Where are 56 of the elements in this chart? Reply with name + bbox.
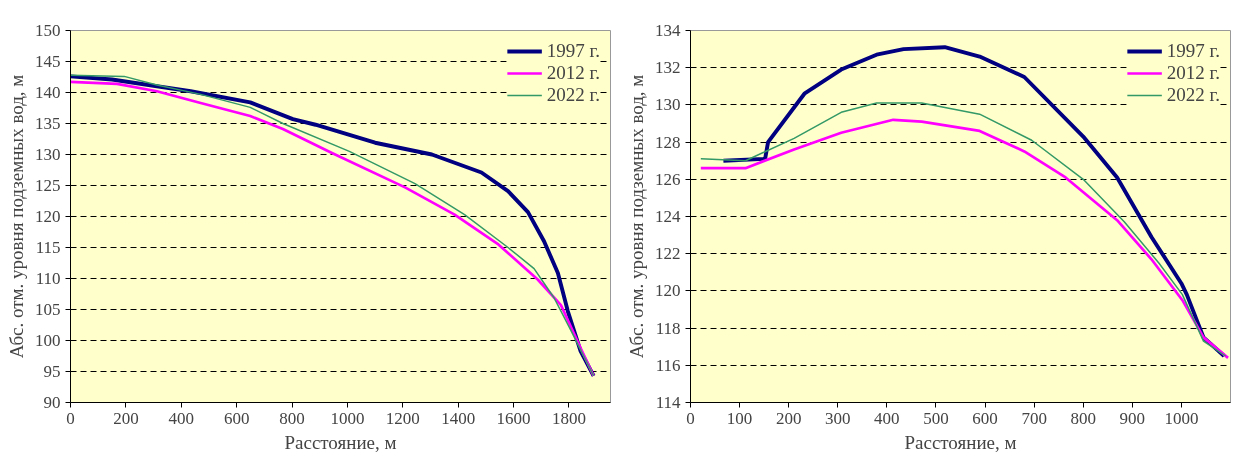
- x-tick-label: 200: [113, 408, 139, 428]
- y-axis-title: Абс. отм. уровня подземных вод, м: [6, 74, 27, 359]
- y-tick-label: 130: [35, 145, 61, 164]
- y-tick-label: 100: [35, 331, 61, 350]
- x-tick-label: 400: [874, 408, 900, 428]
- y-tick-label: 95: [43, 362, 61, 381]
- y-tick-label: 90: [43, 393, 61, 412]
- y-tick-label: 116: [655, 355, 681, 375]
- y-tick-label: 125: [35, 176, 61, 195]
- x-tick-label: 1400: [441, 408, 476, 428]
- x-tick-label: 200: [775, 408, 802, 428]
- x-tick-label: 1000: [330, 408, 365, 428]
- x-tick-label: 800: [1070, 408, 1096, 428]
- line-series: [721, 45, 1227, 358]
- legend-label: 1997 г.: [546, 40, 600, 62]
- y-tick-label: 124: [655, 207, 681, 226]
- x-tick-label: 500: [923, 408, 949, 428]
- legend-label: 2012 г.: [1166, 62, 1220, 84]
- y-tick-label: 126: [655, 169, 681, 189]
- y-tick-label: 110: [35, 269, 61, 288]
- y-tick-label: 122: [655, 244, 681, 264]
- y-tick-label: 150: [35, 21, 61, 40]
- x-tick-label: 600: [223, 408, 250, 428]
- x-tick-label: 1600: [496, 408, 531, 428]
- legend-label: 1997 г.: [1166, 40, 1220, 62]
- x-axis-title: Расстояние, м: [284, 431, 397, 453]
- y-axis-title: Абс. отм. уровня подземных вод, м: [626, 74, 647, 359]
- x-tick-label: 700: [1021, 408, 1047, 428]
- y-tick-label: 120: [655, 281, 681, 301]
- y-tick-label: 135: [35, 114, 61, 133]
- y-tick-label: 114: [655, 393, 681, 412]
- x-axis-title: Расстояние, м: [904, 431, 1017, 453]
- x-tick-label: 1200: [385, 408, 420, 428]
- x-tick-label: 0: [66, 408, 75, 428]
- y-tick-label: 128: [655, 132, 681, 152]
- y-tick-label: 115: [35, 238, 61, 257]
- y-tick-label: 130: [655, 95, 681, 115]
- x-tick-label: 1000: [1164, 408, 1199, 428]
- legend-label: 2022 г.: [1166, 84, 1220, 106]
- y-tick-label: 140: [35, 83, 61, 102]
- x-tick-label: 800: [279, 408, 305, 428]
- y-tick-label: 120: [35, 207, 61, 226]
- legend-label: 2012 г.: [546, 62, 600, 84]
- x-tick-label: 400: [168, 408, 195, 428]
- x-tick-label: 0: [686, 408, 695, 428]
- y-tick-label: 118: [655, 318, 681, 338]
- y-tick-label: 105: [35, 300, 61, 319]
- x-tick-label: 1800: [551, 408, 586, 428]
- x-tick-label: 600: [972, 408, 998, 428]
- y-tick-label: 132: [655, 58, 681, 78]
- x-tick-label: 900: [1119, 408, 1146, 428]
- y-tick-label: 134: [655, 21, 681, 40]
- x-tick-label: 100: [726, 408, 753, 428]
- legend-label: 2022 г.: [546, 84, 600, 106]
- y-tick-label: 145: [35, 52, 61, 71]
- x-tick-label: 300: [825, 408, 851, 428]
